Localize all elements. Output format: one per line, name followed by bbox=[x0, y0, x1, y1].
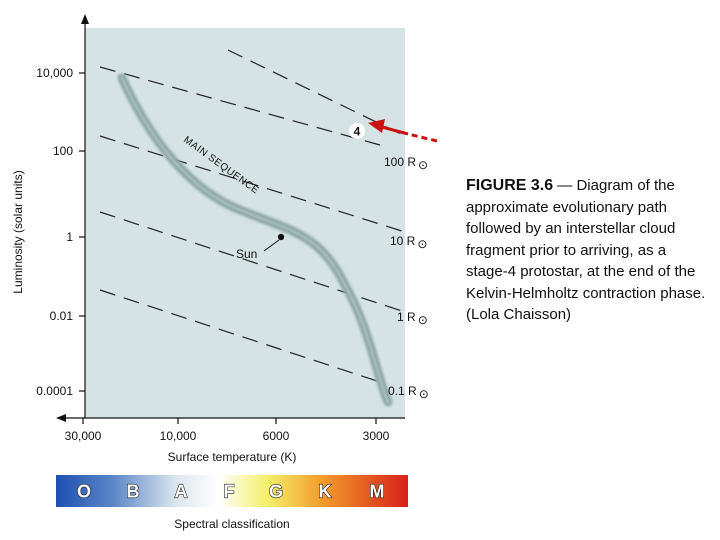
spectral-class-F: F bbox=[224, 482, 235, 502]
x-tick-label-10000: 10,000 bbox=[160, 429, 197, 443]
radius-line-10 bbox=[99, 135, 406, 233]
arrow-dotted-tail bbox=[407, 132, 438, 143]
caption-title: FIGURE 3.6 bbox=[466, 177, 554, 194]
y-tick-label-10000: 10,000 bbox=[36, 66, 73, 80]
x-axis-ticks bbox=[82, 418, 377, 424]
radius-label-100: 100 R ⊙ bbox=[384, 155, 428, 172]
main-sequence-core bbox=[120, 76, 390, 404]
spectral-class-K: K bbox=[319, 482, 332, 502]
spectral-class-A: A bbox=[175, 482, 188, 502]
stage-marker: 4 bbox=[354, 125, 361, 139]
caption-text: — Diagram of the approximate evolutionar… bbox=[466, 177, 706, 323]
figure-caption: FIGURE 3.6 — Diagram of the approximate … bbox=[466, 175, 706, 326]
x-tick-label-6000: 6000 bbox=[263, 429, 290, 443]
arrow-head bbox=[368, 119, 385, 133]
y-axis-title: Luminosity (solar units) bbox=[11, 170, 25, 293]
y-tick-label-100: 100 bbox=[53, 144, 73, 158]
spectral-bar bbox=[56, 475, 408, 507]
sun-pointer bbox=[263, 239, 280, 252]
x-axis-title: Surface temperature (K) bbox=[168, 450, 297, 464]
y-tick-label-0.01: 0.01 bbox=[50, 309, 74, 323]
spectral-class-O: O bbox=[77, 482, 91, 502]
spectral-class-B: B bbox=[127, 482, 140, 502]
y-tick-label-1: 1 bbox=[66, 230, 73, 244]
spectral-class-G: G bbox=[269, 482, 283, 502]
y-tick-label-0.0001: 0.0001 bbox=[36, 384, 73, 398]
spectral-title: Spectral classification bbox=[174, 517, 289, 531]
y-axis-arrowhead bbox=[81, 14, 89, 24]
x-tick-label-30000: 30,000 bbox=[65, 429, 102, 443]
plot-area bbox=[85, 28, 405, 418]
radius-label-10: 10 R ⊙ bbox=[390, 234, 427, 251]
y-axis-ticks bbox=[79, 72, 85, 392]
stage-marker-circle bbox=[349, 123, 365, 139]
x-axis-arrowhead bbox=[56, 414, 66, 422]
arrow-shaft bbox=[381, 125, 409, 136]
sun-marker bbox=[277, 233, 285, 241]
radius-label-0.1: 0.1 R ⊙ bbox=[388, 384, 429, 401]
spectral-class-M: M bbox=[370, 482, 385, 502]
x-tick-label-3000: 3000 bbox=[363, 429, 390, 443]
sun-label: Sun bbox=[236, 247, 257, 261]
radius-label-1: 1 R ⊙ bbox=[397, 310, 428, 327]
radius-line-1 bbox=[99, 211, 406, 313]
